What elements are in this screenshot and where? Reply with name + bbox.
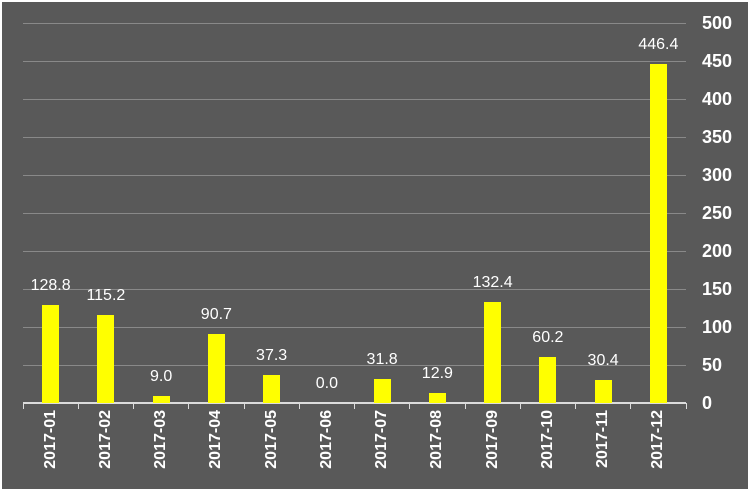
gridline (23, 136, 686, 138)
value-label-2017-01: 128.8 (30, 277, 71, 295)
bar-2017-07 (373, 378, 391, 403)
bar-2017-12 (649, 63, 667, 403)
x-axis-label-2017-10: 2017-10 (538, 410, 556, 469)
bar-2017-09 (484, 302, 502, 403)
y-axis-label-50: 50 (702, 355, 723, 375)
y-axis-label-350: 350 (702, 127, 733, 147)
bar-2017-10 (539, 357, 557, 403)
y-axis-label-100: 100 (702, 317, 733, 337)
x-axis-label-2017-02: 2017-02 (96, 410, 114, 469)
gridline (23, 288, 686, 290)
axis-tick (575, 403, 576, 409)
axis-tick (685, 403, 687, 409)
gridline (23, 212, 686, 214)
y-axis-label-400: 400 (702, 89, 733, 109)
y-axis-label-150: 150 (702, 279, 733, 299)
axis-tick (630, 403, 632, 409)
x-axis-label-2017-01: 2017-01 (41, 410, 59, 469)
y-axis-label-450: 450 (702, 51, 733, 71)
gridline (23, 22, 686, 24)
axis-tick (409, 403, 411, 409)
value-label-2017-11: 30.4 (587, 351, 619, 369)
y-axis-label-200: 200 (702, 241, 733, 261)
bar-2017-05 (263, 374, 281, 403)
axis-tick (77, 403, 79, 409)
bar-2017-11 (594, 379, 612, 403)
value-label-2017-02: 115.2 (86, 287, 126, 305)
x-axis-label-2017-08: 2017-08 (428, 410, 446, 469)
gridline (23, 364, 686, 366)
bar-2017-04 (207, 334, 225, 403)
axis-tick (188, 403, 190, 409)
axis-tick (133, 403, 134, 409)
gridline (23, 60, 686, 62)
x-axis-label-2017-05: 2017-05 (262, 410, 280, 469)
bar-2017-01 (42, 305, 60, 403)
value-label-2017-08: 12.9 (421, 365, 453, 383)
gridline (23, 174, 686, 176)
x-axis-label-2017-07: 2017-07 (373, 410, 391, 469)
value-label-2017-06: 0.0 (315, 375, 338, 392)
value-label-2017-05: 37.3 (256, 346, 288, 364)
value-label-2017-07: 31.8 (366, 350, 398, 368)
axis-tick (243, 403, 245, 409)
y-axis-label-250: 250 (702, 203, 733, 223)
axis-tick (298, 403, 300, 409)
value-label-2017-10: 60.2 (532, 329, 564, 347)
axis-tick (22, 403, 24, 409)
gridline (23, 250, 686, 252)
axis-tick (354, 403, 355, 409)
x-axis-label-2017-09: 2017-09 (483, 410, 501, 469)
bar-2017-08 (428, 393, 446, 403)
bar-2017-02 (97, 315, 115, 403)
bar-2017-03 (152, 396, 170, 403)
x-axis-label-2017-11: 2017-11 (594, 410, 612, 468)
y-axis-label-0: 0 (702, 393, 713, 413)
value-label-2017-12: 446.4 (638, 35, 679, 53)
gridline (23, 98, 686, 100)
value-label-2017-09: 132.4 (472, 274, 513, 292)
gridline (23, 326, 686, 328)
value-label-2017-03: 9.0 (150, 368, 173, 386)
x-axis-label-2017-04: 2017-04 (207, 410, 225, 469)
value-label-2017-04: 90.7 (200, 306, 232, 324)
x-axis-label-2017-06: 2017-06 (317, 410, 335, 469)
y-axis-label-500: 500 (702, 13, 733, 33)
y-axis-label-300: 300 (702, 165, 733, 185)
x-axis-label-2017-12: 2017-12 (649, 410, 667, 469)
axis-tick (464, 403, 466, 409)
axis-tick (519, 403, 521, 409)
plot-area: 128.8 115.2 9.0 90.7 37.3 0.0 31.8 12.9 132.4 60.… (22, 22, 687, 409)
x-axis-label-2017-03: 2017-03 (152, 410, 170, 469)
